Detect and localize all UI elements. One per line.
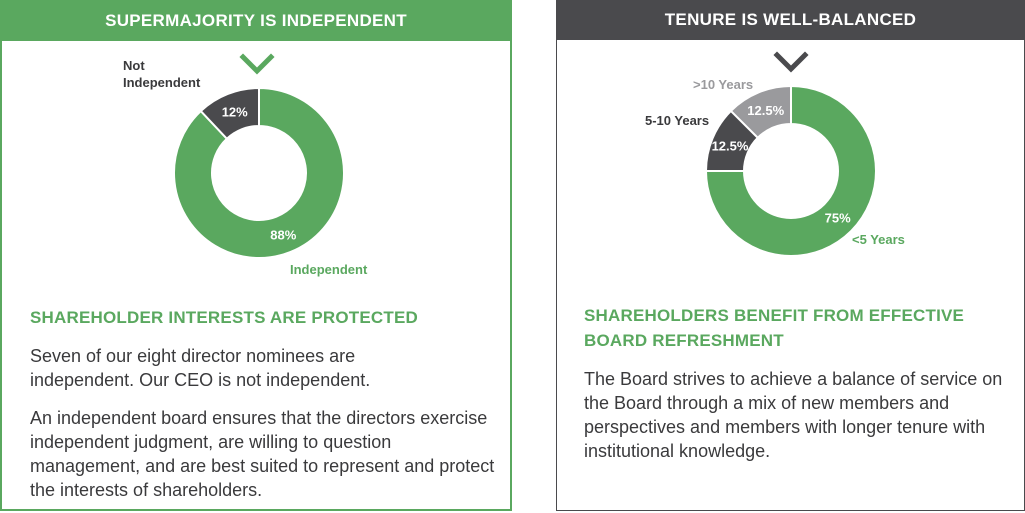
tenure-paragraph-1: The Board strives to achieve a balance o… [584, 369, 1003, 461]
over-10-years-slice [729, 84, 792, 140]
independence-donut-chart: 88% 12% Independent Not Independent [123, 53, 368, 277]
independent-value-label: 88% [270, 227, 296, 242]
independence-paragraph-2: An independent board ensures that the di… [30, 408, 495, 500]
independence-panel: SUPERMAJORITY IS INDEPENDENT 88% 12% Ind… [0, 0, 512, 511]
5-10-years-slice-label: 5-10 Years [645, 113, 709, 128]
not-independent-slice-label-line2: Independent [123, 75, 201, 90]
independence-paragraph-1: Seven of our eight director nominees are… [30, 346, 371, 390]
tenure-donut-chart: 75% 12.5% 12.5% <5 Years 5-10 Years >10 … [645, 51, 905, 257]
independent-slice [173, 86, 345, 259]
over-10-years-value-label: 12.5% [747, 103, 784, 118]
over-10-years-slice-label: >10 Years [693, 77, 753, 92]
under-5-years-slice-label: <5 Years [852, 232, 905, 247]
chevron-down-icon [773, 51, 809, 73]
tenure-section-title: SHAREHOLDERS BENEFIT FROM EFFECTIVE BOAR… [584, 306, 965, 350]
not-independent-value-label: 12% [222, 105, 248, 120]
independence-section-title: SHAREHOLDER INTERESTS ARE PROTECTED [30, 308, 418, 327]
not-independent-slice [199, 86, 260, 141]
under-5-years-value-label: 75% [825, 211, 851, 226]
chevron-down-icon [239, 53, 275, 75]
5-10-years-value-label: 12.5% [712, 139, 749, 154]
independence-header: SUPERMAJORITY IS INDEPENDENT [0, 0, 512, 41]
under-5-years-slice [704, 84, 877, 257]
not-independent-slice-label: Not [123, 58, 145, 73]
tenure-panel: TENURE IS WELL-BALANCED 75% 12.5% 12.5% … [556, 0, 1025, 511]
independent-slice-label: Independent [290, 262, 368, 277]
tenure-header: TENURE IS WELL-BALANCED [556, 0, 1025, 40]
